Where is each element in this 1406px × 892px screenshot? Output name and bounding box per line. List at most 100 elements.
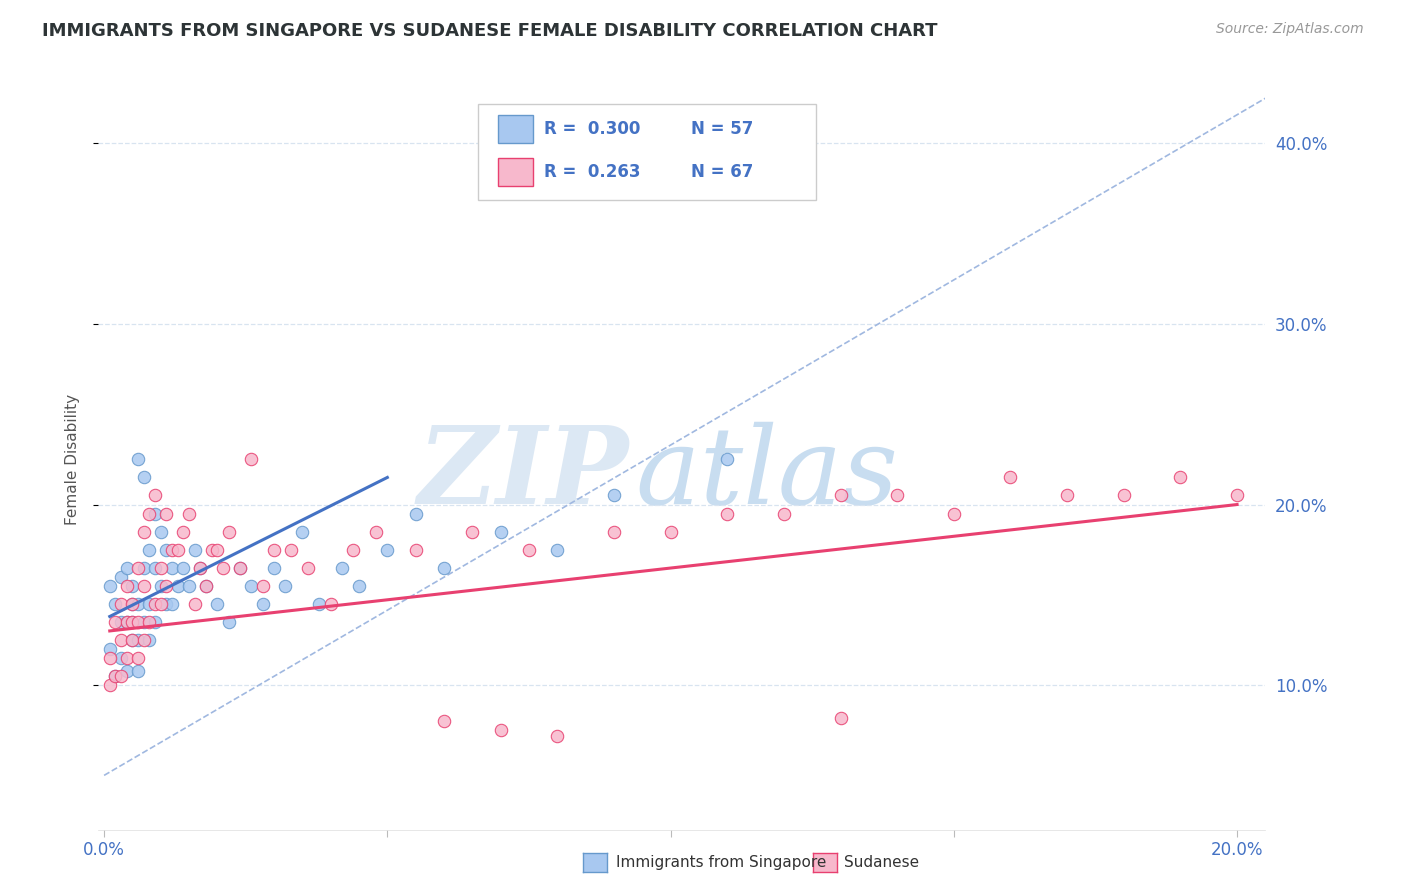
Text: R =  0.300: R = 0.300	[544, 120, 641, 138]
Point	[190, 560, 212, 574]
Point	[659, 524, 682, 539]
Point	[195, 579, 218, 593]
Point	[127, 615, 149, 629]
Text: IMMIGRANTS FROM SINGAPORE VS SUDANESE FEMALE DISABILITY CORRELATION CHART: IMMIGRANTS FROM SINGAPORE VS SUDANESE FE…	[42, 22, 938, 40]
Text: R =  0.263: R = 0.263	[544, 163, 641, 181]
Point	[212, 560, 235, 574]
Point	[218, 524, 240, 539]
Point	[127, 632, 149, 647]
Point	[517, 542, 540, 557]
Point	[138, 597, 160, 611]
Point	[942, 507, 965, 521]
Point	[143, 488, 166, 502]
Point	[127, 651, 149, 665]
Point	[143, 615, 166, 629]
Point	[489, 723, 512, 738]
Point	[138, 615, 160, 629]
Point	[1000, 470, 1022, 484]
Point	[98, 579, 121, 593]
Point	[240, 579, 263, 593]
Point	[138, 507, 160, 521]
Point	[115, 664, 138, 678]
Point	[155, 507, 177, 521]
Point	[155, 542, 177, 557]
Point	[263, 542, 285, 557]
Text: atlas: atlas	[636, 422, 898, 527]
Point	[229, 560, 252, 574]
Point	[149, 560, 172, 574]
Point	[190, 560, 212, 574]
Point	[461, 524, 484, 539]
Point	[1170, 470, 1192, 484]
Point	[603, 524, 626, 539]
Point	[149, 579, 172, 593]
Point	[104, 597, 127, 611]
Point	[433, 714, 456, 729]
Point	[160, 597, 183, 611]
Point	[1226, 488, 1249, 502]
Point	[489, 524, 512, 539]
Point	[121, 597, 143, 611]
Point	[98, 642, 121, 657]
Point	[347, 579, 370, 593]
Point	[1056, 488, 1078, 502]
Point	[132, 579, 155, 593]
Point	[830, 710, 852, 724]
Point	[115, 560, 138, 574]
Point	[121, 615, 143, 629]
Point	[132, 560, 155, 574]
Point	[546, 542, 568, 557]
Point	[110, 669, 132, 683]
Point	[127, 560, 149, 574]
Point	[229, 560, 252, 574]
Point	[110, 615, 132, 629]
Point	[104, 669, 127, 683]
Point	[155, 597, 177, 611]
Point	[172, 560, 194, 574]
Point	[121, 615, 143, 629]
Point	[252, 597, 274, 611]
Point	[98, 651, 121, 665]
Point	[716, 507, 738, 521]
Point	[110, 632, 132, 647]
Point	[149, 524, 172, 539]
Point	[252, 579, 274, 593]
Text: N = 57: N = 57	[692, 120, 754, 138]
Point	[110, 570, 132, 584]
Point	[319, 597, 342, 611]
Point	[132, 632, 155, 647]
FancyBboxPatch shape	[498, 158, 533, 186]
Point	[201, 542, 224, 557]
Point	[364, 524, 387, 539]
Point	[716, 452, 738, 467]
Text: Source: ZipAtlas.com: Source: ZipAtlas.com	[1216, 22, 1364, 37]
Point	[1112, 488, 1135, 502]
Point	[183, 597, 205, 611]
Point	[830, 488, 852, 502]
FancyBboxPatch shape	[498, 115, 533, 144]
Point	[330, 560, 353, 574]
Point	[132, 524, 155, 539]
Point	[274, 579, 297, 593]
Point	[166, 542, 188, 557]
Point	[104, 615, 127, 629]
Point	[121, 632, 143, 647]
Point	[207, 597, 229, 611]
Point	[138, 542, 160, 557]
Point	[546, 729, 568, 743]
Point	[110, 597, 132, 611]
Point	[603, 488, 626, 502]
Point	[375, 542, 398, 557]
Point	[218, 615, 240, 629]
Point	[207, 542, 229, 557]
Point	[280, 542, 302, 557]
Point	[405, 542, 427, 557]
Point	[183, 542, 205, 557]
Point	[155, 579, 177, 593]
Point	[138, 632, 160, 647]
Point	[127, 664, 149, 678]
Point	[263, 560, 285, 574]
Point	[177, 507, 200, 521]
Point	[172, 524, 194, 539]
Point	[240, 452, 263, 467]
